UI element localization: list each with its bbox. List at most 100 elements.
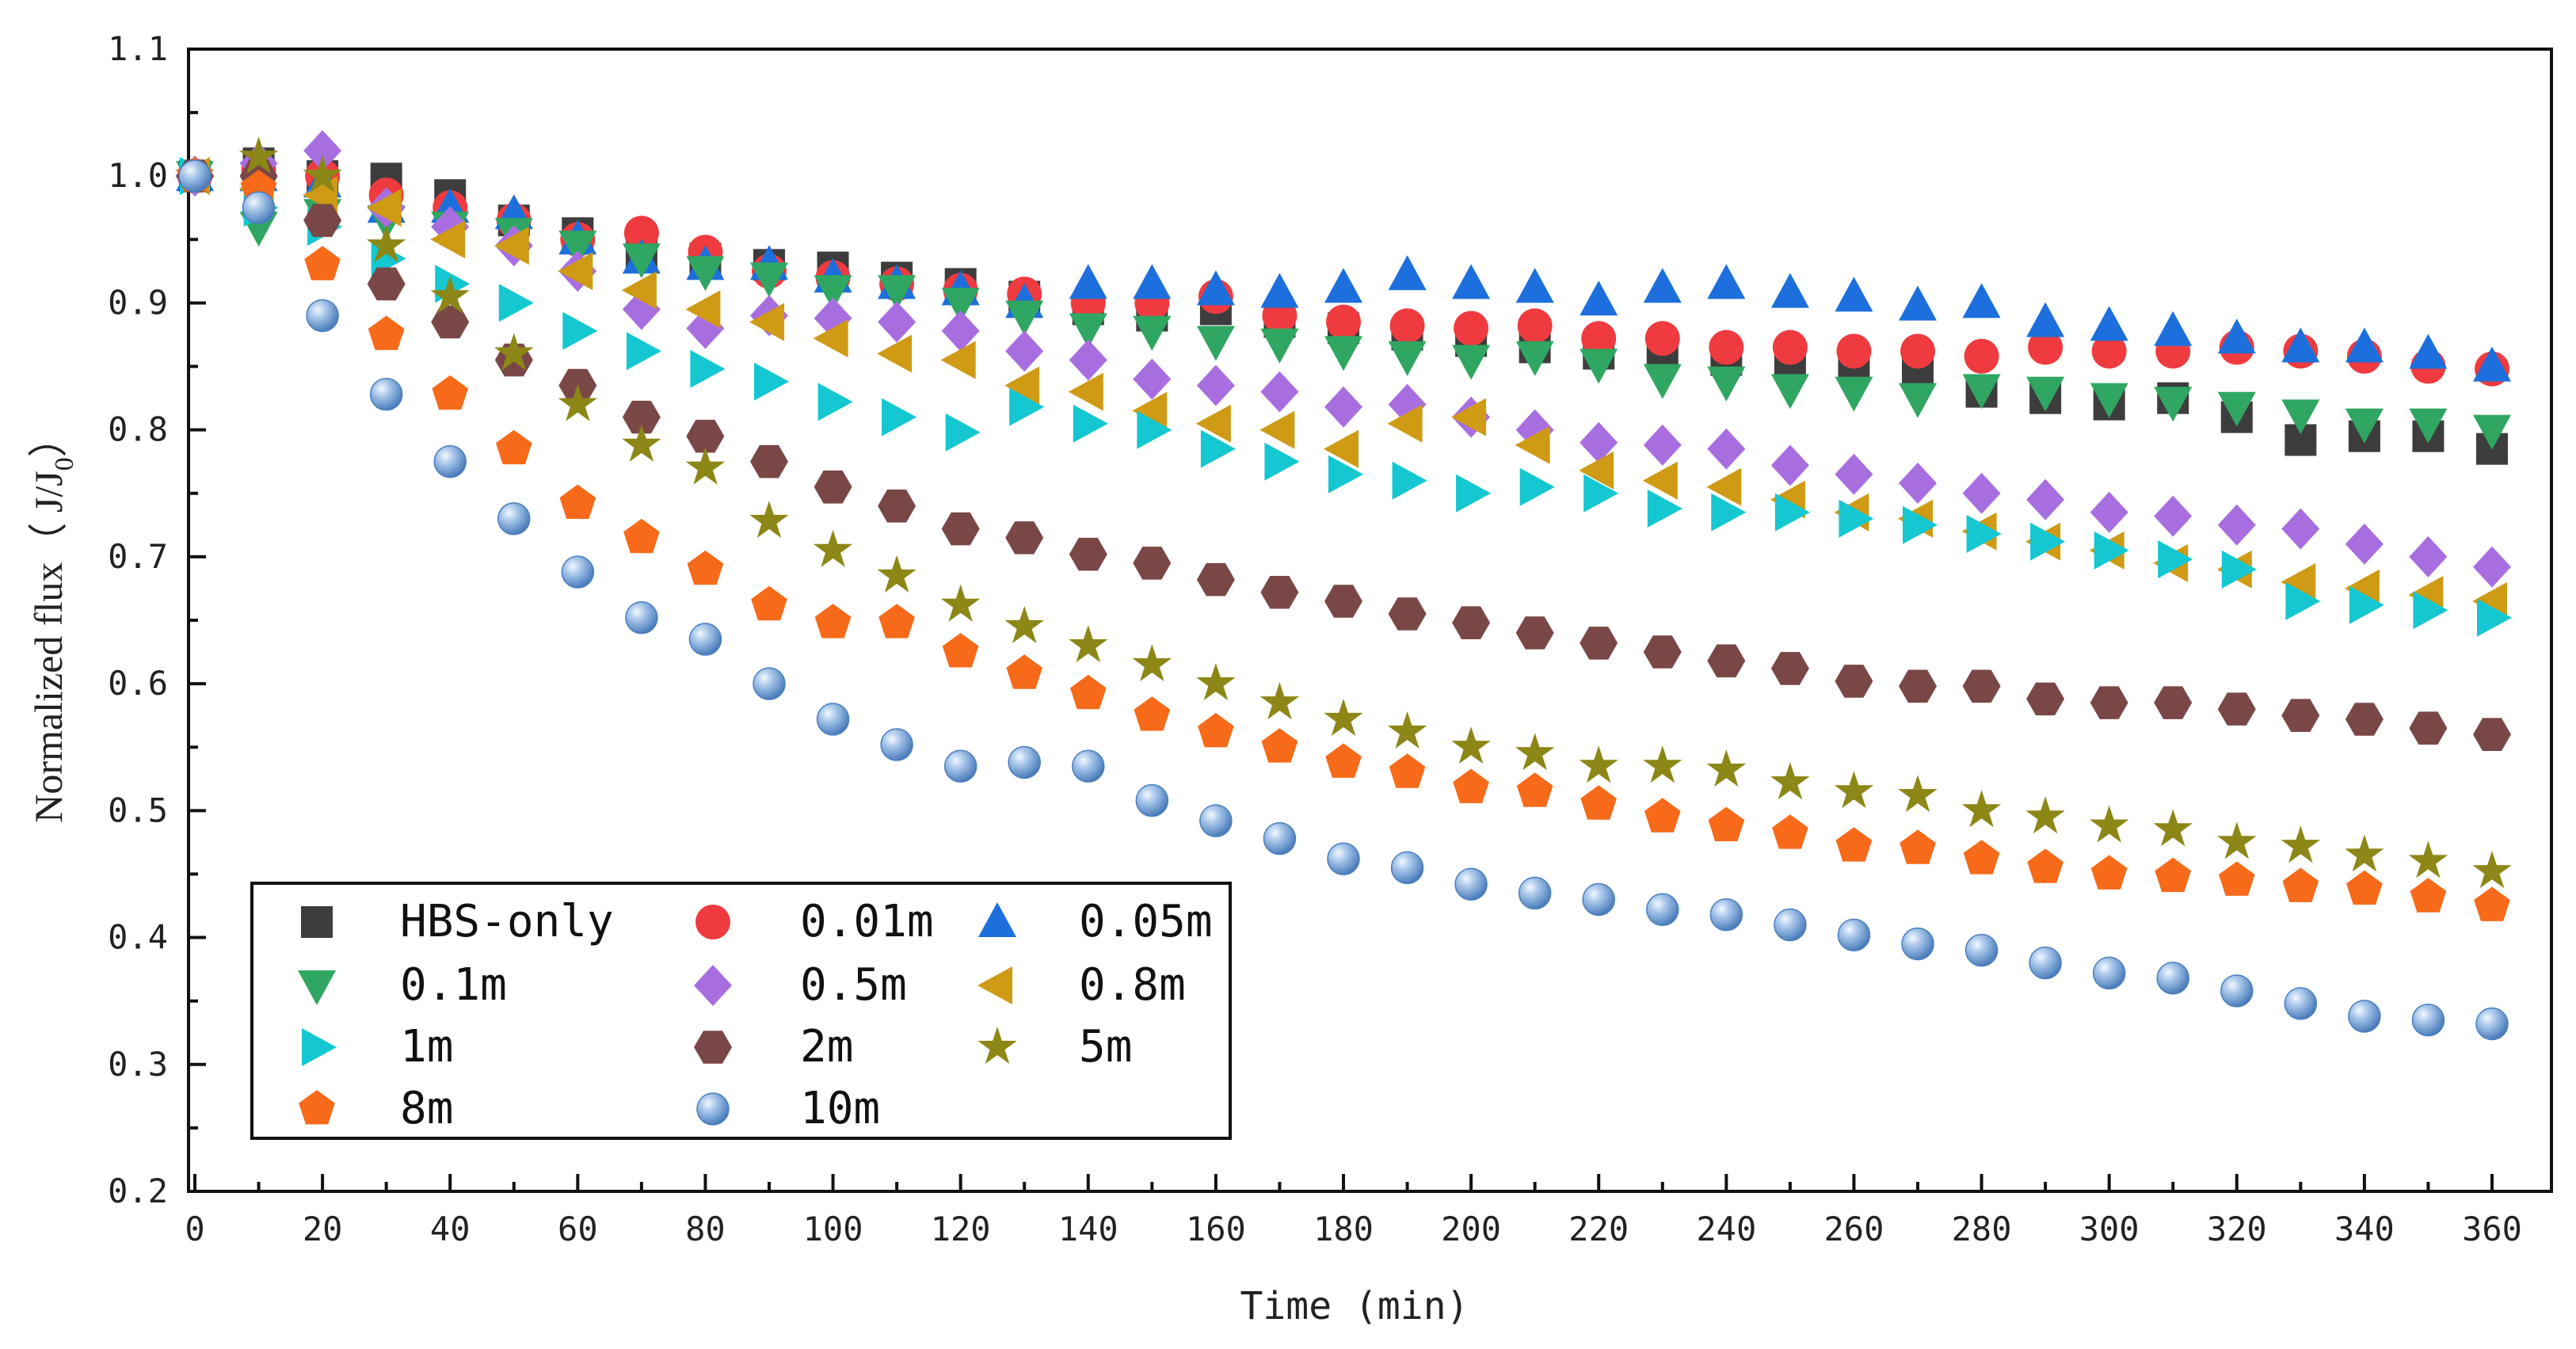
data-point [1199,804,1233,837]
data-point [1392,461,1427,500]
data-point [1006,654,1042,689]
data-point [1260,272,1299,308]
data-point [2029,946,2062,980]
data-point [2281,327,2320,363]
data-point [1069,313,1107,349]
data-point [1835,827,1873,862]
legend-marker [694,965,732,1006]
x-tick-label: 20 [303,1210,343,1248]
data-point [2281,399,2320,435]
data-point [1390,851,1424,885]
data-point [2413,591,2448,630]
y-tick-label: 0.3 [108,1045,168,1084]
y-axis-title: Normalized flux（ J/J0） [26,417,79,822]
data-point [1900,829,1936,864]
data-point [1135,783,1169,817]
data-point [2408,840,2448,878]
data-point [2026,376,2065,412]
data-point [1452,345,1491,380]
data-point [1580,785,1617,820]
data-point [1579,745,1618,783]
data-point [1516,772,1553,807]
data-point [1069,264,1107,299]
data-point [1134,696,1171,731]
data-point [2027,848,2063,883]
data-point [685,447,726,485]
data-point [1196,663,1236,701]
data-point [2474,886,2510,921]
data-point [1647,490,1682,528]
data-point [1515,268,1554,303]
data-point [2409,333,2448,369]
data-point [1580,280,1618,316]
data-point [1260,576,1299,609]
data-point [497,502,531,535]
data-point [1261,728,1298,763]
data-point [2345,703,2384,736]
y-tick-label: 0.7 [108,537,168,576]
data-point [2217,318,2256,354]
data-point [1195,404,1231,443]
data-point [1069,537,1107,571]
data-point [1582,882,1615,916]
legend-marker [302,1028,337,1066]
data-point [1707,428,1746,470]
data-point [813,529,853,567]
x-tick-label: 40 [430,1210,471,1248]
data-point [1837,918,1871,952]
data-point [1770,272,1809,308]
y-axis-title-subscript: 0 [50,457,79,471]
x-tick-label: 260 [1824,1210,1884,1248]
data-point [814,471,852,504]
data-point [2473,718,2511,751]
data-point [562,311,598,350]
data-point [686,419,725,453]
x-tick-label: 300 [2079,1210,2140,1248]
data-point [2155,857,2191,893]
data-point [1133,315,1172,351]
data-point [1518,876,1552,910]
data-point [366,189,402,227]
legend-item-8m: 8m [299,1083,453,1134]
data-point [1389,753,1426,788]
data-point [1708,806,1745,841]
data-point [1900,333,1935,369]
data-point [559,484,596,519]
data-point [1580,349,1618,384]
data-point [242,191,276,225]
data-point [2092,956,2126,990]
data-point [1327,842,1360,875]
data-point [1451,726,1491,764]
data-point [1133,358,1172,400]
data-point [1963,840,2000,875]
data-point [2090,383,2128,418]
legend-label: HBS-only [400,896,614,947]
data-point [498,284,534,322]
y-tick-label: 1.0 [108,156,168,195]
legend-item-1m: 1m [302,1021,453,1073]
data-point [2154,311,2193,346]
data-point [1899,463,1937,504]
legend-box [250,882,1232,1140]
data-point [1325,743,1362,778]
x-tick-label: 120 [931,1210,991,1248]
data-point [817,383,853,421]
data-point [2345,523,2384,565]
legend-item-0.8m: 0.8m [977,959,1186,1011]
data-point [1072,749,1105,783]
data-point [1133,547,1172,580]
data-point [623,215,659,251]
data-point [2410,878,2447,913]
series-5m [175,136,2512,889]
legend-label: 0.05m [1079,896,1213,947]
data-point [2217,692,2256,726]
data-point [2090,306,2128,341]
data-point [1709,330,1744,365]
x-tick-label: 80 [685,1210,726,1248]
data-point [1196,364,1235,406]
legend-label: 8m [400,1083,453,1134]
data-point [1388,255,1427,291]
data-point [1004,606,1044,643]
data-point [1324,268,1362,303]
data-point [1132,391,1168,430]
